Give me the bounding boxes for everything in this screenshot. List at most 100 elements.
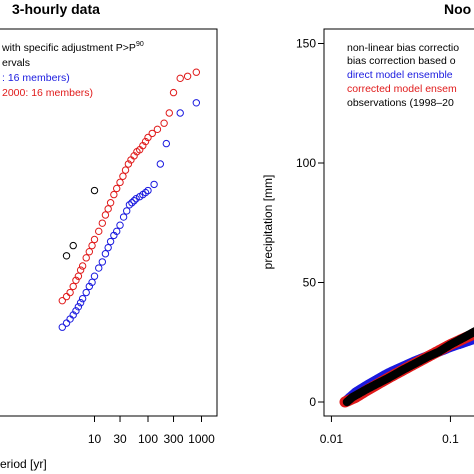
left-red-point [66, 288, 74, 297]
left-red-point [141, 137, 150, 146]
left-legend-entry-intervals: ervals [2, 57, 30, 69]
left-red-point [76, 266, 85, 274]
right-y-axis-label: precipitation [mm] [261, 175, 275, 270]
left-legend: with specific adjustment P>P90 ervals : … [1, 41, 144, 99]
right-legend-entry-direct: direct model ensemble [347, 69, 453, 81]
left-blue-point [123, 207, 131, 215]
right-x-axis: 0.010.10.3 [320, 416, 459, 446]
right-panel: Noo non-linear bias correctio bias corre… [261, 1, 474, 446]
right-legend-entry-bias: bias correction based o [347, 55, 456, 67]
right-chart-title: Noo [444, 1, 471, 17]
left-panel: 3-hourly data with specific adjustment P… [0, 1, 218, 471]
left-red-point [106, 199, 115, 207]
left-blue-point [116, 221, 124, 229]
left-red-point [104, 205, 112, 213]
left-red-point [101, 211, 110, 219]
right-plot-frame [323, 28, 474, 417]
left-red-point [153, 125, 162, 134]
left-red-point [88, 241, 96, 250]
left-blue-point [78, 294, 87, 303]
left-blue-point [62, 319, 71, 327]
left-blue-point [125, 201, 134, 209]
right-legend: non-linear bias correctio bias correctio… [347, 42, 459, 109]
right-x-tick-label: 0.01 [320, 432, 344, 446]
left-legend-entry-red: 2000: 16 members) [2, 87, 93, 99]
left-red-point [98, 219, 107, 227]
left-red-point [78, 262, 87, 270]
left-red-point [119, 172, 127, 180]
left-x-tick-label: 1000 [188, 432, 215, 446]
left-red-point [176, 74, 184, 83]
left-blue-point [72, 307, 80, 315]
left-red-point [82, 254, 90, 262]
left-red-point [69, 282, 77, 291]
right-y-tick-label: 100 [296, 156, 316, 170]
right-y-tick-label: 0 [309, 395, 316, 409]
left-blue-point [90, 272, 99, 280]
right-x-tick-label: 0.1 [442, 432, 459, 446]
left-legend-entry-adjustment: with specific adjustment P>P90 [1, 41, 144, 54]
left-blue-point [113, 227, 121, 236]
right-y-axis: 0 50 100 150 [296, 37, 324, 409]
left-red-point [116, 178, 124, 187]
left-data-points [58, 68, 201, 331]
left-red-point [165, 109, 173, 117]
left-blue-point [144, 186, 152, 195]
left-blue-point [130, 197, 138, 205]
left-red-point [72, 276, 80, 284]
right-legend-entry-corrected: corrected model ensem [347, 83, 457, 95]
left-red-point [110, 190, 118, 199]
left-blue-point [74, 303, 83, 311]
left-red-point [160, 119, 168, 127]
right-y-tick-label: 150 [296, 37, 316, 51]
left-red-point [113, 184, 121, 193]
right-legend-entry-nonlinear: non-linear bias correctio [347, 42, 459, 54]
left-red-point [62, 292, 71, 301]
left-blue-point [58, 323, 66, 331]
left-x-tick-label: 10 [88, 432, 102, 446]
left-blue-point [162, 139, 171, 148]
left-x-tick-label: 100 [138, 432, 158, 446]
right-y-tick-label: 50 [303, 276, 317, 290]
left-blue-point [156, 160, 165, 168]
left-blue-point [141, 188, 150, 197]
left-blue-point [128, 199, 136, 207]
left-blue-point [82, 288, 90, 297]
left-x-tick-label: 300 [164, 432, 184, 446]
left-red-point [121, 166, 130, 174]
left-blue-point [101, 250, 110, 258]
left-legend-entry-blue: : 16 members) [2, 72, 70, 84]
left-red-point [144, 133, 152, 142]
left-blue-point [192, 99, 201, 107]
left-x-axis-label: eriod [yr] [0, 457, 47, 471]
right-legend-entry-observations: observations (1998–20 [347, 97, 454, 109]
left-black-point [90, 186, 99, 195]
left-blue-point [119, 213, 128, 221]
left-blue-point [98, 258, 107, 266]
left-chart-title: 3-hourly data [12, 1, 100, 17]
left-blue-point [150, 180, 158, 189]
left-blue-point [76, 299, 85, 307]
left-black-point [69, 241, 77, 250]
left-red-point [124, 160, 133, 168]
left-blue-point [95, 264, 103, 272]
left-blue-point [104, 243, 112, 252]
left-plot-frame [0, 28, 218, 417]
left-blue-point [176, 109, 184, 117]
left-red-point [85, 248, 94, 256]
left-x-axis: 10 30 100 300 1000 [88, 416, 215, 446]
left-red-point [169, 88, 178, 97]
left-blue-point [106, 237, 115, 246]
left-red-point [183, 72, 192, 80]
left-black-point [62, 252, 71, 260]
left-red-point [90, 235, 99, 244]
left-red-point [58, 296, 66, 305]
left-blue-point [132, 194, 140, 203]
left-blue-point [88, 278, 96, 287]
left-x-tick-label: 30 [113, 432, 127, 446]
left-red-point [148, 129, 156, 138]
right-data-points [339, 327, 474, 408]
left-red-point [95, 227, 103, 236]
left-red-point [192, 68, 201, 76]
